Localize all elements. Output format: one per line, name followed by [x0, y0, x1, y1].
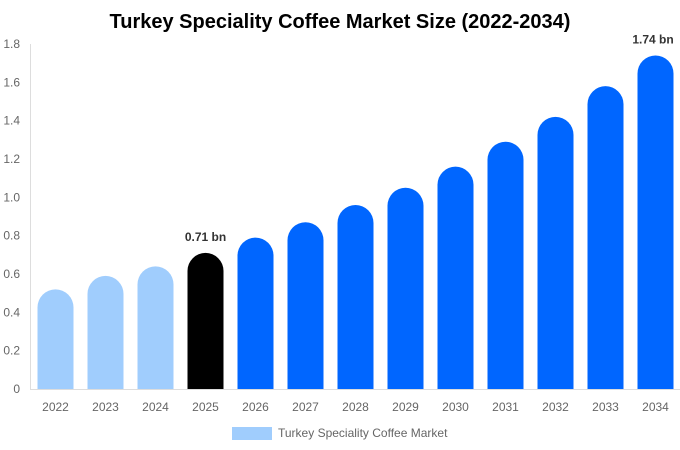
- bar-2028[interactable]: [337, 205, 374, 389]
- bar-2023[interactable]: [87, 275, 124, 389]
- bar-2034[interactable]: [637, 55, 674, 390]
- x-tick-label: 2022: [42, 400, 69, 414]
- y-tick-label: 0.2: [3, 344, 20, 358]
- y-tick-label: 0.6: [3, 267, 20, 281]
- x-tick-label: 2026: [242, 400, 269, 414]
- bar-2022[interactable]: [37, 289, 74, 389]
- bar-2032[interactable]: [537, 116, 574, 390]
- bar-2030[interactable]: [437, 166, 474, 389]
- bar-2029[interactable]: [387, 187, 424, 389]
- bar-2027[interactable]: [287, 222, 324, 389]
- legend-label[interactable]: Turkey Speciality Coffee Market: [278, 426, 448, 440]
- x-tick-label: 2033: [592, 400, 619, 414]
- data-label: 1.74 bn: [632, 33, 673, 47]
- x-tick-label: 2025: [192, 400, 219, 414]
- x-tick-label: 2034: [642, 400, 669, 414]
- x-tick-label: 2029: [392, 400, 419, 414]
- y-tick-label: 0: [13, 382, 20, 396]
- y-tick-label: 1.8: [3, 37, 20, 51]
- y-tick-label: 0.8: [3, 229, 20, 243]
- bar-2033[interactable]: [587, 86, 624, 390]
- x-tick-label: 2030: [442, 400, 469, 414]
- x-tick-label: 2024: [142, 400, 169, 414]
- bar-2024[interactable]: [137, 266, 174, 389]
- x-tick-label: 2023: [92, 400, 119, 414]
- x-tick-label: 2028: [342, 400, 369, 414]
- bar-2031[interactable]: [487, 141, 524, 389]
- y-tick-label: 1.0: [3, 190, 20, 204]
- x-tick-label: 2031: [492, 400, 519, 414]
- y-tick-label: 1.4: [3, 114, 20, 128]
- chart-title: Turkey Speciality Coffee Market Size (20…: [110, 11, 571, 33]
- x-tick-label: 2027: [292, 400, 319, 414]
- bar-2025[interactable]: [187, 252, 224, 389]
- y-tick-label: 1.6: [3, 75, 20, 89]
- y-tick-label: 1.2: [3, 152, 20, 166]
- x-tick-label: 2032: [542, 400, 569, 414]
- y-tick-label: 0.4: [3, 305, 20, 319]
- legend-swatch: [232, 427, 272, 440]
- data-label: 0.71 bn: [185, 230, 226, 244]
- bar-2026[interactable]: [237, 237, 274, 389]
